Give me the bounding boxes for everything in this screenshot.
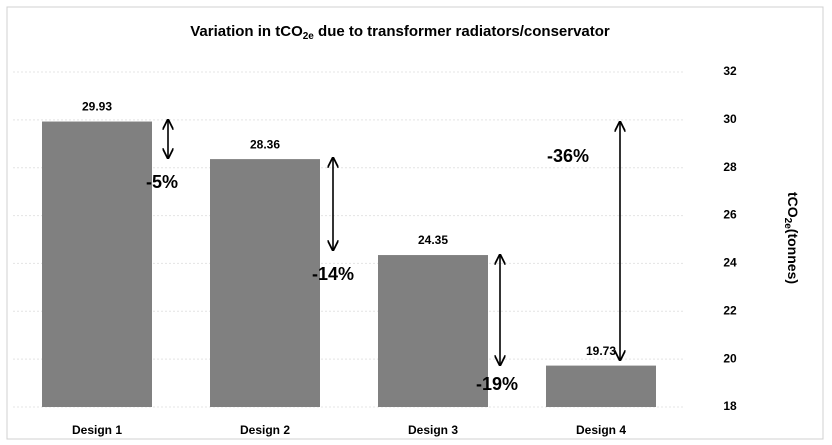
bar bbox=[378, 255, 488, 407]
value-label: 24.35 bbox=[418, 233, 448, 247]
y-tick-label: 32 bbox=[723, 64, 737, 78]
x-tick-label: Design 3 bbox=[408, 423, 458, 437]
annotation: -5% bbox=[146, 172, 178, 192]
title-subscript: 2e bbox=[303, 31, 315, 42]
value-label: 28.36 bbox=[250, 137, 280, 151]
y-axis-label: tCO2e(tonnes) bbox=[782, 192, 801, 284]
label-part: tCO bbox=[785, 192, 801, 218]
label-subscript: 2e bbox=[782, 218, 793, 230]
y-tick-label: 20 bbox=[723, 351, 737, 365]
bar bbox=[546, 365, 656, 407]
title-part: due to transformer radiators/conservator bbox=[314, 23, 610, 40]
bar bbox=[42, 121, 152, 408]
annotation: -19% bbox=[476, 374, 518, 394]
x-tick-label: Design 4 bbox=[576, 423, 626, 437]
value-label: 19.73 bbox=[586, 344, 616, 358]
y-tick-label: 22 bbox=[723, 303, 737, 317]
chart-title: Variation in tCO2e due to transformer ra… bbox=[190, 23, 610, 42]
y-tick-label: 30 bbox=[723, 112, 737, 126]
bar bbox=[210, 159, 320, 407]
label-part: (tonnes) bbox=[785, 229, 801, 284]
y-tick-label: 26 bbox=[723, 208, 737, 222]
value-label: 29.93 bbox=[82, 100, 112, 114]
annotation: -36% bbox=[547, 146, 589, 166]
y-tick-label: 28 bbox=[723, 160, 737, 174]
title-part: Variation in tCO bbox=[190, 23, 303, 40]
y-tick-label: 18 bbox=[723, 399, 737, 413]
y-tick-label: 24 bbox=[723, 256, 737, 270]
x-tick-label: Design 1 bbox=[72, 423, 122, 437]
x-tick-label: Design 2 bbox=[240, 423, 290, 437]
annotation: -14% bbox=[312, 264, 354, 284]
